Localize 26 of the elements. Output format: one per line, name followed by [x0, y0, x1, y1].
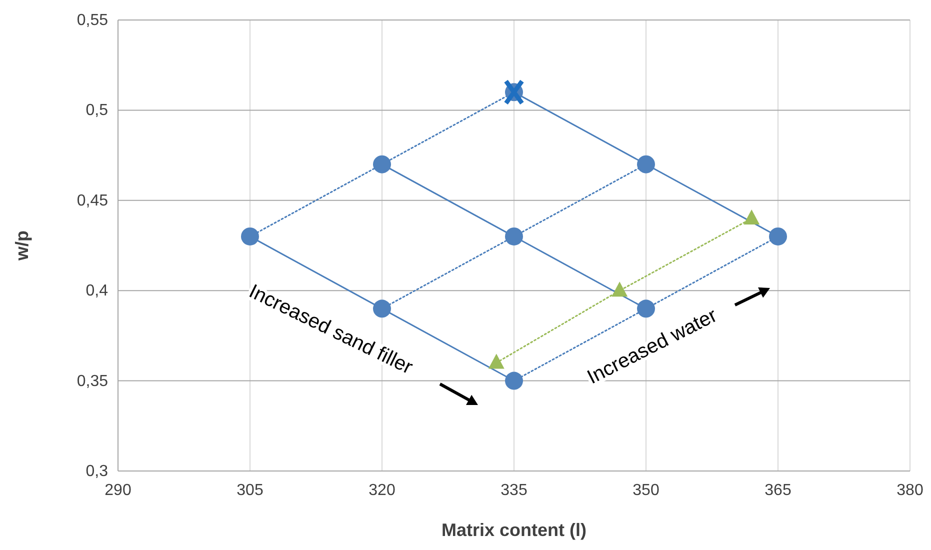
point — [637, 155, 655, 174]
point — [612, 282, 628, 297]
point — [769, 227, 787, 246]
y-tick-label: 0,45 — [76, 192, 108, 210]
x-tick-label: 350 — [632, 482, 660, 499]
x-tick-label: 305 — [236, 482, 264, 499]
point — [505, 227, 523, 246]
x-axis-title: Matrix content (l) — [441, 520, 587, 540]
x-tick-label: 380 — [896, 482, 924, 499]
point — [373, 155, 391, 174]
y-tick-label: 0,55 — [76, 12, 108, 29]
y-tick-label: 0,3 — [86, 463, 108, 480]
x-tick-label: 320 — [368, 482, 396, 499]
point — [505, 372, 523, 390]
x-tick-label: 365 — [764, 482, 792, 499]
y-tick-label: 0,4 — [86, 282, 108, 300]
point — [637, 300, 655, 318]
point — [373, 300, 391, 318]
x-tick-label: 290 — [104, 482, 132, 499]
y-axis-title: w/p — [12, 230, 32, 262]
y-tick-label: 0,5 — [86, 102, 108, 120]
point — [488, 354, 504, 369]
y-tick-label: 0,35 — [76, 372, 108, 390]
point — [241, 227, 259, 246]
point — [744, 209, 760, 224]
x-tick-label: 335 — [500, 482, 528, 499]
